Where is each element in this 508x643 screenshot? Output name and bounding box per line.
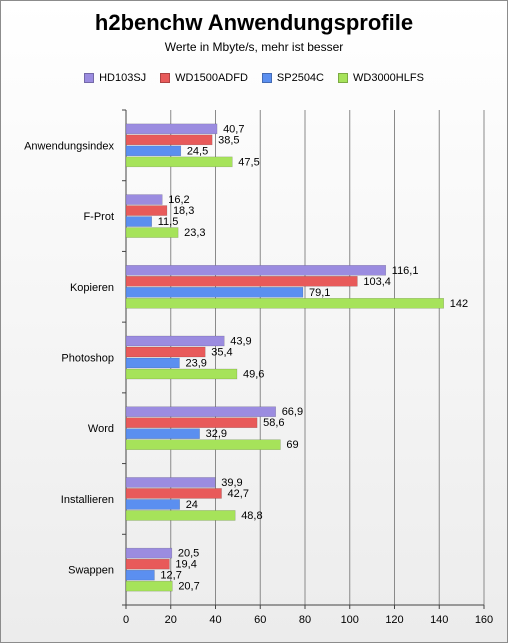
data-label: 18,3	[173, 205, 194, 217]
legend-item: WD3000HLFS	[338, 72, 424, 84]
bar	[125, 156, 233, 168]
bar	[125, 488, 222, 499]
bar	[125, 227, 179, 238]
legend-label: SP2504C	[276, 72, 324, 84]
data-label: 32,9	[206, 428, 227, 440]
x-tick-label: 0	[123, 614, 129, 626]
legend-swatch	[84, 73, 95, 83]
bar	[125, 428, 200, 439]
x-tick-label: 60	[254, 614, 266, 626]
legend-item: WD1500ADFD	[160, 72, 248, 84]
x-tick-label: 120	[385, 614, 403, 626]
data-label: 38,5	[218, 134, 239, 146]
bar	[125, 346, 206, 358]
bar	[125, 335, 225, 347]
data-label: 19,4	[175, 559, 196, 571]
data-label: 47,5	[238, 156, 259, 168]
x-tick-label: 100	[341, 614, 359, 626]
bar	[125, 194, 163, 205]
data-label: 24,5	[187, 145, 208, 157]
legend-label: HD103SJ	[99, 72, 147, 84]
data-label: 23,3	[184, 227, 205, 239]
chart-title: h2benchw Anwendungsprofile	[94, 10, 414, 35]
x-tick-label: 140	[430, 614, 448, 626]
data-label: 42,7	[228, 488, 249, 500]
data-label: 142	[450, 298, 468, 310]
data-label: 43,9	[230, 336, 251, 348]
data-label: 20,5	[178, 548, 199, 560]
data-label: 23,9	[185, 358, 206, 370]
bar	[125, 287, 304, 298]
bar	[125, 558, 170, 570]
bar	[125, 216, 152, 227]
x-tick-label: 80	[299, 614, 311, 626]
legend-swatch	[261, 73, 272, 83]
bar	[125, 569, 155, 581]
category-label: Kopieren	[70, 282, 114, 294]
legend-label: WD3000HLFS	[353, 72, 424, 84]
chart-subtitle: Werte in Mbyte/s, mehr ist besser	[164, 40, 344, 54]
data-label: 58,6	[263, 417, 284, 429]
data-label: 39,9	[221, 477, 242, 489]
category-label: Installieren	[61, 494, 114, 506]
bar	[125, 205, 168, 216]
data-label: 48,8	[241, 510, 262, 522]
x-tick-label: 40	[209, 614, 221, 626]
data-label: 40,7	[223, 123, 244, 135]
bar	[125, 134, 213, 146]
bar	[125, 298, 444, 309]
legend-label: WD1500ADFD	[175, 72, 248, 84]
data-label: 20,7	[178, 581, 199, 593]
legend-item: SP2504C	[261, 72, 324, 84]
data-label: 69	[286, 439, 298, 451]
legend-item: HD103SJ	[84, 72, 146, 84]
chart-legend: HD103SJ WD1500ADFD SP2504C WD3000HLFS	[0, 72, 508, 84]
bar	[125, 123, 218, 135]
category-label: Photoshop	[61, 353, 114, 365]
bar	[125, 477, 216, 488]
legend-swatch	[160, 73, 171, 83]
bar	[125, 510, 236, 521]
bar	[125, 417, 258, 428]
x-tick-label: 20	[165, 614, 177, 626]
data-label: 11,5	[158, 216, 179, 228]
bar	[125, 357, 180, 369]
data-label: 16,2	[168, 194, 189, 206]
data-label: 103,4	[363, 276, 391, 288]
bar	[125, 276, 358, 287]
category-label: Swappen	[68, 565, 114, 577]
data-label: 49,6	[243, 369, 264, 381]
data-label: 79,1	[309, 287, 330, 299]
bar	[125, 439, 281, 450]
category-label: F-Prot	[83, 211, 114, 223]
bar	[125, 368, 238, 380]
bar	[125, 580, 173, 592]
data-label: 66,9	[282, 406, 303, 418]
x-tick-label: 160	[475, 614, 493, 626]
bar	[125, 547, 173, 559]
data-label: 116,1	[392, 265, 419, 277]
data-label: 12,7	[160, 570, 181, 582]
bar	[125, 265, 387, 276]
legend-swatch	[338, 73, 348, 83]
data-label: 35,4	[211, 347, 232, 359]
bar	[125, 145, 182, 157]
category-label: Anwendungsindex	[24, 140, 114, 152]
data-label: 24	[186, 499, 198, 511]
category-label: Word	[88, 423, 114, 435]
bar	[125, 499, 180, 510]
bar	[125, 406, 276, 417]
